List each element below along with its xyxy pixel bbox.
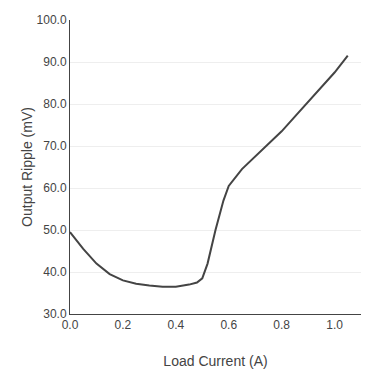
svg-text:80.0: 80.0 xyxy=(43,97,67,111)
svg-text:Output Ripple (mV): Output Ripple (mV) xyxy=(19,107,35,227)
svg-text:70.0: 70.0 xyxy=(43,139,67,153)
svg-text:90.0: 90.0 xyxy=(43,55,67,69)
svg-text:100.0: 100.0 xyxy=(37,13,67,27)
svg-text:Load Current (A): Load Current (A) xyxy=(163,353,267,369)
svg-text:0.0: 0.0 xyxy=(62,318,79,332)
svg-text:0.8: 0.8 xyxy=(273,318,290,332)
svg-text:30.0: 30.0 xyxy=(43,307,67,321)
svg-text:0.4: 0.4 xyxy=(167,318,184,332)
svg-text:0.2: 0.2 xyxy=(115,318,132,332)
svg-text:50.0: 50.0 xyxy=(43,223,67,237)
svg-text:0.6: 0.6 xyxy=(220,318,237,332)
svg-text:60.0: 60.0 xyxy=(43,181,67,195)
svg-text:40.0: 40.0 xyxy=(43,265,67,279)
svg-text:1.0: 1.0 xyxy=(326,318,343,332)
